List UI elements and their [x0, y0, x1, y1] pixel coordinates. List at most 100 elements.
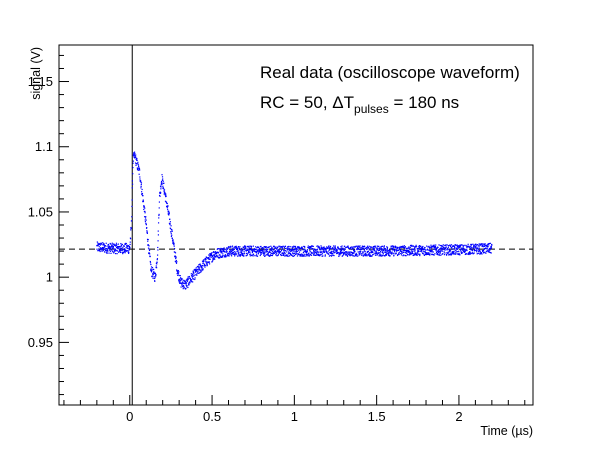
data-point [257, 246, 259, 248]
data-point [301, 247, 304, 249]
data-point [380, 249, 382, 251]
data-point [183, 286, 185, 289]
data-point [260, 253, 262, 255]
data-point [173, 245, 175, 247]
data-point [160, 180, 163, 183]
data-point [156, 254, 159, 256]
data-point [169, 228, 172, 230]
data-point [136, 162, 138, 165]
data-point [213, 255, 215, 257]
data-point [273, 246, 275, 248]
data-point [195, 270, 198, 272]
data-point [404, 246, 407, 248]
data-point [233, 246, 235, 248]
data-point [368, 245, 370, 247]
data-point [473, 249, 476, 251]
data-point [294, 253, 296, 255]
data-point [246, 252, 248, 254]
data-point [425, 249, 427, 251]
data-point [485, 250, 488, 252]
data-point [258, 248, 260, 250]
data-point [386, 246, 389, 248]
data-point [138, 165, 140, 168]
y-tick-label: 1.1 [35, 139, 53, 154]
data-point [427, 253, 430, 255]
data-point [449, 250, 452, 252]
data-point [209, 258, 211, 260]
data-point [118, 251, 120, 253]
data-point [147, 238, 149, 241]
data-point [301, 254, 304, 256]
data-point [358, 245, 360, 247]
data-point [221, 256, 223, 258]
data-point [301, 246, 303, 248]
data-point [440, 254, 442, 256]
data-point [158, 217, 160, 219]
data-point [363, 248, 365, 250]
data-point [121, 251, 123, 253]
data-point [281, 248, 284, 250]
y-axis-label: signal (V) [29, 47, 43, 100]
data-point [161, 179, 163, 181]
data-point [222, 248, 224, 250]
data-point [141, 192, 144, 195]
data-point [263, 250, 265, 252]
data-point [317, 246, 319, 249]
data-point [427, 253, 429, 255]
data-point [435, 247, 437, 249]
data-point [164, 192, 166, 194]
data-point [415, 244, 417, 246]
data-point [470, 252, 472, 254]
data-point [473, 245, 475, 248]
data-point [214, 256, 216, 258]
data-point [160, 184, 162, 186]
data-point [257, 249, 259, 252]
data-point [318, 251, 320, 253]
data-point [461, 244, 463, 246]
data-point [454, 252, 457, 254]
data-point [435, 248, 437, 250]
data-point [295, 251, 297, 253]
data-point [190, 279, 192, 281]
data-point [175, 256, 177, 259]
data-point [221, 249, 223, 251]
data-point [109, 247, 112, 249]
data-point [190, 273, 192, 275]
data-point [382, 250, 384, 252]
data-point [431, 250, 433, 252]
data-point [271, 247, 273, 249]
data-point [181, 279, 183, 281]
data-point [114, 249, 116, 252]
data-point [124, 248, 126, 250]
data-point [380, 250, 382, 253]
data-point [344, 253, 346, 255]
data-point [289, 249, 291, 251]
data-point [325, 247, 327, 249]
data-point [336, 249, 338, 251]
data-point [432, 253, 434, 256]
data-point [491, 244, 493, 246]
signal-series [96, 151, 493, 290]
data-point [180, 277, 182, 280]
data-point [441, 253, 443, 255]
data-point [292, 249, 294, 251]
data-point [283, 247, 286, 249]
data-point [185, 281, 187, 283]
data-point [229, 245, 232, 247]
data-point [375, 253, 377, 255]
data-point [381, 245, 384, 247]
data-point [161, 176, 164, 178]
data-point [399, 249, 402, 251]
data-point [294, 247, 296, 249]
data-point [97, 242, 99, 244]
data-point [312, 248, 314, 250]
annotation-value: = 180 ns [389, 93, 459, 112]
data-point [201, 268, 203, 270]
data-point [368, 255, 371, 257]
data-point [131, 205, 133, 208]
data-point [478, 243, 480, 245]
data-point [207, 261, 209, 264]
data-point [346, 246, 348, 248]
data-point [291, 248, 293, 251]
